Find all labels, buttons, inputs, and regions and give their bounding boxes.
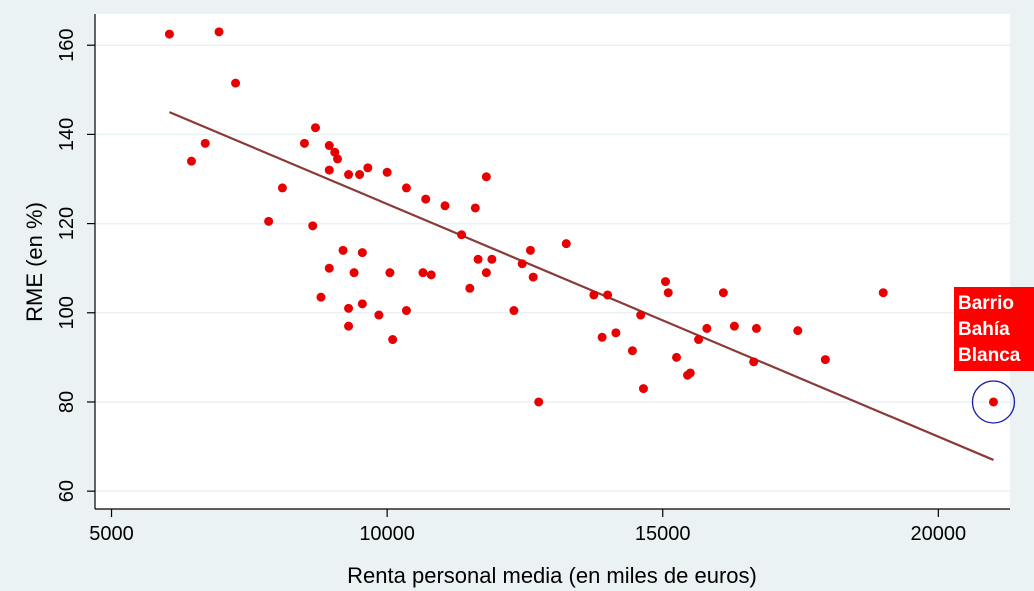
data-point — [672, 352, 682, 362]
y-tick-label: 80 — [56, 391, 78, 413]
data-point — [231, 78, 241, 88]
highlight-circle — [971, 380, 1016, 424]
data-point — [487, 254, 497, 264]
data-point — [363, 163, 373, 173]
data-point — [349, 268, 359, 278]
data-point — [264, 216, 274, 226]
x-tick-label: 15000 — [635, 523, 691, 545]
data-point — [528, 272, 538, 282]
data-point — [627, 346, 637, 356]
data-point — [426, 270, 436, 280]
annotation-label-line: Blanca — [958, 345, 1021, 366]
data-point — [685, 368, 695, 378]
data-point — [333, 154, 343, 164]
y-tick-label: 100 — [56, 296, 78, 329]
y-axis-title: RME (en %) — [22, 202, 47, 322]
y-tick-label: 60 — [56, 480, 78, 502]
data-point — [636, 310, 646, 320]
data-point — [597, 332, 607, 342]
y-tick-label: 140 — [56, 118, 78, 151]
data-point — [660, 277, 670, 287]
fit-line-layer — [168, 111, 994, 461]
data-point — [470, 203, 480, 213]
data-point — [308, 221, 318, 231]
annotation-label-line: Barrio — [958, 293, 1014, 314]
data-point — [316, 292, 326, 302]
data-point — [357, 248, 367, 258]
tick-labels: 60 80 100 120 140 160 5000 10000 15000 20000 — [56, 29, 966, 545]
data-point — [561, 239, 571, 249]
data-point — [214, 27, 224, 37]
data-point — [517, 259, 527, 269]
data-point — [401, 183, 411, 193]
data-point — [611, 328, 621, 338]
data-point — [186, 156, 196, 166]
data-point — [718, 288, 728, 298]
data-point — [299, 138, 309, 148]
data-point — [663, 288, 673, 298]
data-point — [418, 268, 428, 278]
annotation-layer: Barrio Bahía Blanca — [954, 287, 1034, 424]
data-point — [988, 397, 998, 407]
fit-line — [168, 111, 994, 461]
data-points — [164, 27, 998, 407]
data-point — [338, 245, 348, 255]
data-point — [465, 283, 475, 293]
data-point — [694, 335, 704, 345]
data-point — [355, 170, 365, 180]
grid-lines — [95, 44, 1010, 492]
data-point — [702, 323, 712, 333]
data-point — [344, 321, 354, 331]
data-point — [277, 183, 287, 193]
data-point — [481, 172, 491, 182]
data-point — [820, 355, 830, 365]
data-point — [310, 123, 320, 133]
axes — [87, 14, 1010, 517]
x-tick-label: 5000 — [89, 523, 134, 545]
x-tick-label: 10000 — [359, 523, 415, 545]
data-point — [589, 290, 599, 300]
data-point — [385, 268, 395, 278]
data-point — [481, 268, 491, 278]
data-point — [793, 326, 803, 336]
data-point — [401, 306, 411, 316]
data-point — [534, 397, 544, 407]
data-point — [374, 310, 384, 320]
x-axis-title: Renta personal media (en miles de euros) — [347, 563, 757, 588]
plot-area — [95, 14, 1010, 509]
x-tick-label: 20000 — [911, 523, 967, 545]
data-point — [164, 29, 174, 39]
data-point — [603, 290, 613, 300]
data-point — [525, 245, 535, 255]
data-point — [200, 138, 210, 148]
data-point — [382, 167, 392, 177]
annotation-label-line: Bahía — [958, 319, 1010, 340]
y-tick-label: 120 — [56, 207, 78, 240]
data-point — [729, 321, 739, 331]
data-point — [473, 254, 483, 264]
data-point — [324, 141, 334, 151]
annotation-box — [954, 287, 1034, 371]
data-point — [421, 194, 431, 204]
data-point — [324, 263, 334, 273]
data-point — [344, 303, 354, 313]
data-point — [457, 230, 467, 240]
data-point — [751, 323, 761, 333]
data-point — [878, 288, 888, 298]
data-point — [509, 306, 519, 316]
data-point — [749, 357, 759, 367]
data-point — [324, 165, 334, 175]
data-point — [388, 335, 398, 345]
y-tick-label: 160 — [56, 29, 78, 62]
data-point — [357, 299, 367, 309]
data-point — [638, 384, 648, 394]
data-point — [344, 170, 354, 180]
data-point — [440, 201, 450, 211]
